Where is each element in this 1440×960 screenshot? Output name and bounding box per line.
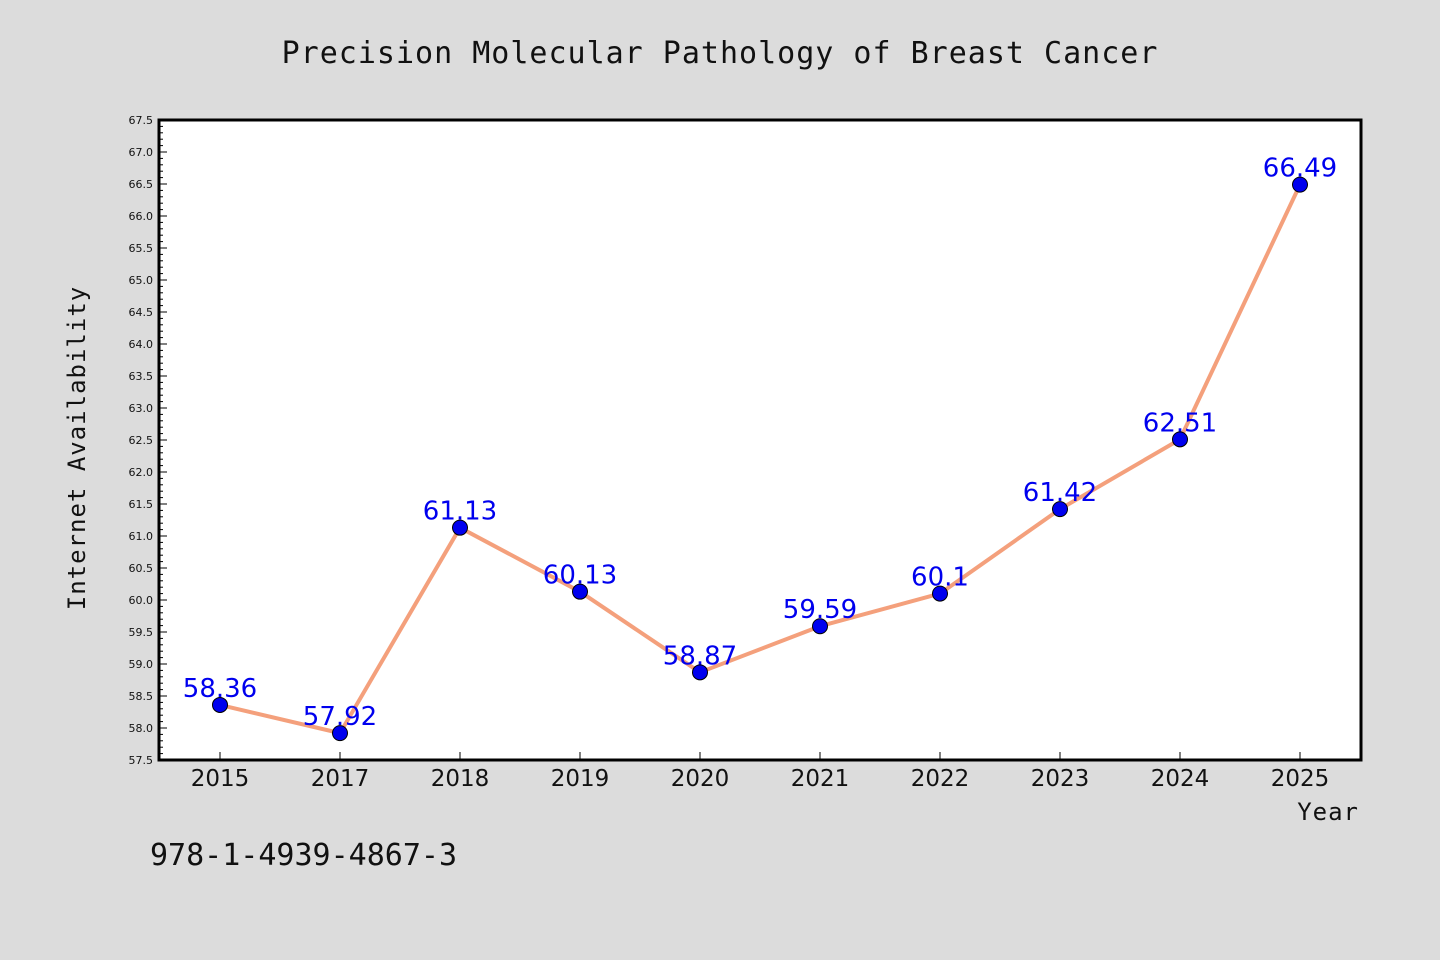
data-point: [332, 725, 348, 742]
data-label: 60.1: [911, 563, 969, 593]
data-label: 57.92: [303, 702, 377, 732]
data-point: [1292, 176, 1308, 193]
y-tick-label: 62.0: [129, 466, 154, 479]
y-tick-label: 67.5: [129, 114, 154, 127]
x-axis: 2015 2017 2018 2019 2020 2021 2022 2023 2024 2025: [191, 752, 1330, 792]
data-label: 61.13: [423, 497, 497, 527]
y-tick-label: 65.5: [129, 242, 154, 255]
y-tick-label: 66.5: [129, 178, 154, 191]
data-label: 58.36: [183, 674, 257, 704]
x-tick-label: 2019: [551, 766, 610, 792]
y-tick-label: 58.5: [129, 690, 154, 703]
x-axis-label: Year: [1297, 798, 1359, 826]
data-label: 66.49: [1263, 154, 1337, 184]
data-point: [572, 583, 588, 600]
y-tick-label: 66.0: [129, 210, 154, 223]
y-tick-label: 67.0: [129, 146, 154, 159]
footer-code: 978-1-4939-4867-3: [150, 838, 457, 873]
x-tick-label: 2021: [791, 766, 850, 792]
y-tick-label: 61.5: [129, 498, 154, 511]
data-point: [692, 664, 708, 681]
data-label: 61.42: [1023, 478, 1097, 508]
y-tick-label: 65.0: [129, 274, 154, 287]
series-line: [219, 183, 1302, 736]
x-tick-label: 2017: [311, 766, 370, 792]
data-label: 59.59: [783, 595, 857, 625]
y-tick-label: 63.0: [129, 402, 154, 415]
data-point: [932, 585, 948, 602]
data-point: [1172, 431, 1188, 448]
y-tick-label: 59.0: [129, 658, 154, 671]
x-tick-label: 2025: [1271, 766, 1330, 792]
x-tick-label: 2023: [1031, 766, 1090, 792]
y-tick-label: 64.5: [129, 306, 154, 319]
plot-area: [157, 118, 1363, 762]
y-tick-label: 64.0: [129, 338, 154, 351]
y-tick-label: 61.0: [129, 530, 154, 543]
y-tick-label: 63.5: [129, 370, 154, 383]
y-axis-label: Internet Availability: [63, 286, 91, 610]
data-label: 60.13: [543, 561, 617, 591]
data-point: [212, 696, 228, 713]
y-tick-label: 59.5: [129, 626, 154, 639]
x-tick-label: 2015: [191, 766, 250, 792]
y-tick-label: 60.5: [129, 562, 154, 575]
y-axis: 57.5 58.0 58.5 59.0 59.5 60.0 60.5 61.0 61.5 62.0…: [129, 114, 167, 767]
data-point: [1052, 501, 1068, 518]
y-tick-label: 60.0: [129, 594, 154, 607]
x-tick-label: 2022: [911, 766, 970, 792]
data-label: 58.87: [663, 641, 737, 671]
data-label: 62.51: [1143, 408, 1217, 438]
chart-title: Precision Molecular Pathology of Breast …: [282, 36, 1159, 71]
y-tick-label: 57.5: [129, 754, 154, 767]
x-tick-label: 2024: [1151, 766, 1210, 792]
x-tick-label: 2020: [671, 766, 730, 792]
data-point: [452, 519, 468, 536]
series-group: 58.36 57.92 61.13 60.13 58.87 59.59 60.1 61.42 6…: [183, 154, 1337, 742]
y-tick-label: 58.0: [129, 722, 154, 735]
y-tick-label: 62.5: [129, 434, 154, 447]
x-tick-label: 2018: [431, 766, 490, 792]
data-point: [812, 618, 828, 635]
